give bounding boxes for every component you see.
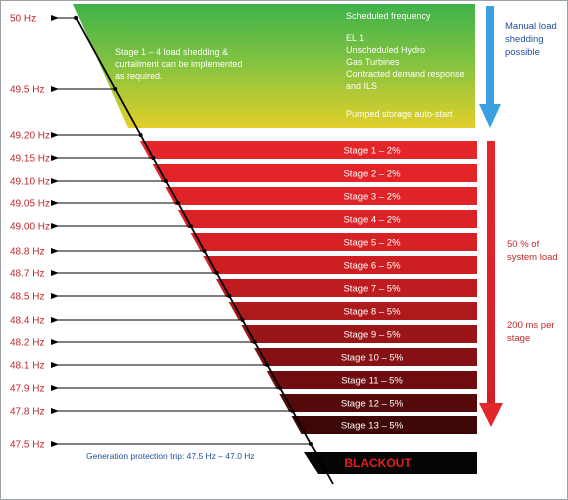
stage-bar bbox=[228, 302, 477, 320]
stage-markers bbox=[74, 16, 313, 446]
stage-label: Stage 12 – 5% bbox=[341, 399, 404, 410]
frequency-label: 50 Hz bbox=[10, 14, 36, 25]
stage-marker-dot bbox=[290, 409, 295, 413]
stage-label: Stage 4 – 2% bbox=[343, 215, 401, 226]
manual-load-label: possible bbox=[505, 47, 540, 58]
stage-label: Stage 7 – 5% bbox=[343, 284, 401, 295]
stage-marker-dot bbox=[163, 179, 168, 183]
green-right-line: Scheduled frequency bbox=[346, 11, 431, 21]
stage-bar bbox=[190, 233, 477, 251]
stage-bar bbox=[291, 416, 477, 434]
stage-marker-dot bbox=[278, 386, 283, 390]
green-right-line: and ILS bbox=[346, 81, 377, 91]
green-zone-left-text: Stage 1 – 4 load shedding & curtailment … bbox=[115, 47, 243, 81]
manual-load-label: shedding bbox=[505, 34, 544, 45]
frequency-label: 49.10 Hz bbox=[10, 177, 50, 188]
green-right-line: EL 1 bbox=[346, 33, 364, 43]
stage-marker-dot bbox=[308, 442, 313, 446]
frequency-label: 49.5 Hz bbox=[10, 85, 44, 96]
stage-bar bbox=[254, 348, 477, 366]
per-stage-label: stage bbox=[507, 333, 530, 344]
frequency-label: 49.00 Hz bbox=[10, 222, 50, 233]
green-right-line: Gas Turbines bbox=[346, 57, 400, 67]
stage-label: Stage 6 – 5% bbox=[343, 261, 401, 272]
stage-label: Stage 11 – 5% bbox=[341, 376, 403, 387]
frequency-label: 48.1 Hz bbox=[10, 361, 44, 372]
frequency-label: 48.7 Hz bbox=[10, 269, 44, 280]
green-left-line: Stage 1 – 4 load shedding & bbox=[115, 47, 228, 57]
generation-trip-label: Generation protection trip: 47.5 Hz – 47… bbox=[86, 451, 255, 461]
frequency-label: 49.05 Hz bbox=[10, 199, 50, 210]
stage-marker-dot bbox=[265, 363, 270, 367]
green-zone-right-text: Scheduled frequency EL 1 Unscheduled Hyd… bbox=[346, 11, 465, 119]
stage-marker-dot bbox=[188, 224, 193, 228]
green-right-line: Unscheduled Hydro bbox=[346, 45, 425, 55]
stage-marker-dot bbox=[214, 271, 219, 275]
stage-label: Stage 9 – 5% bbox=[343, 330, 401, 341]
manual-load-arrow bbox=[479, 6, 501, 128]
green-right-line: Pumped storage auto-start bbox=[346, 109, 453, 119]
frequency-label: 47.9 Hz bbox=[10, 384, 44, 395]
stage-marker-dot bbox=[227, 294, 232, 298]
green-right-line: Contracted demand response bbox=[346, 69, 465, 79]
stage-bar bbox=[215, 279, 477, 297]
stage-bar bbox=[266, 371, 477, 389]
blackout-label: BLACKOUT bbox=[344, 456, 412, 470]
system-load-label: 50 % of bbox=[507, 239, 540, 250]
frequency-label: 49.20 Hz bbox=[10, 131, 50, 142]
frequency-scale: 50 Hz 49.5 Hz 49.20 Hz 49.15 Hz 49.10 Hz 49.0… bbox=[10, 14, 311, 451]
stage-marker-dot bbox=[202, 249, 207, 253]
frequency-label: 49.15 Hz bbox=[10, 154, 50, 165]
green-left-line: as required. bbox=[115, 71, 163, 81]
stage-marker-dot bbox=[252, 340, 257, 344]
stage-label: Stage 13 – 5% bbox=[341, 421, 404, 432]
stage-label: Stage 10 – 5% bbox=[341, 353, 404, 364]
stage-bar bbox=[152, 164, 478, 182]
system-load-label: system load bbox=[507, 252, 558, 263]
stage-bars: Stage 1 – 2% Stage 2 – 2% Stage 3 – 2% Stag… bbox=[139, 141, 478, 434]
frequency-label: 47.8 Hz bbox=[10, 407, 44, 418]
frequency-label: 48.8 Hz bbox=[10, 247, 44, 258]
stage-marker-dot bbox=[113, 87, 118, 91]
stage-label: Stage 5 – 2% bbox=[343, 238, 401, 249]
stage-bar bbox=[139, 141, 477, 159]
stage-marker-dot bbox=[240, 318, 245, 322]
stage-marker-dot bbox=[138, 133, 143, 137]
stage-bar bbox=[241, 325, 477, 343]
stage-marker-dot bbox=[74, 16, 79, 20]
stage-label: Stage 2 – 2% bbox=[343, 169, 401, 180]
frequency-label: 48.2 Hz bbox=[10, 338, 44, 349]
green-left-line: curtailment can be implemented bbox=[115, 59, 243, 69]
blackout-bar bbox=[304, 452, 477, 474]
stage-marker-dot bbox=[176, 201, 181, 205]
frequency-label: 47.5 Hz bbox=[10, 440, 44, 451]
stage-marker-dot bbox=[151, 156, 156, 160]
stage-bar bbox=[279, 394, 477, 412]
automatic-load-arrow bbox=[479, 141, 503, 427]
green-zone bbox=[73, 4, 475, 128]
frequency-label: 48.5 Hz bbox=[10, 292, 44, 303]
stage-bar bbox=[177, 210, 477, 228]
stage-bar bbox=[165, 187, 477, 205]
per-stage-label: 200 ms per bbox=[507, 320, 555, 331]
stage-label: Stage 1 – 2% bbox=[343, 146, 401, 157]
stage-label: Stage 8 – 5% bbox=[343, 307, 401, 318]
stage-bar bbox=[203, 256, 478, 274]
stage-label: Stage 3 – 2% bbox=[343, 192, 401, 203]
frequency-label: 48.4 Hz bbox=[10, 316, 44, 327]
manual-load-label: Manual load bbox=[505, 21, 557, 32]
